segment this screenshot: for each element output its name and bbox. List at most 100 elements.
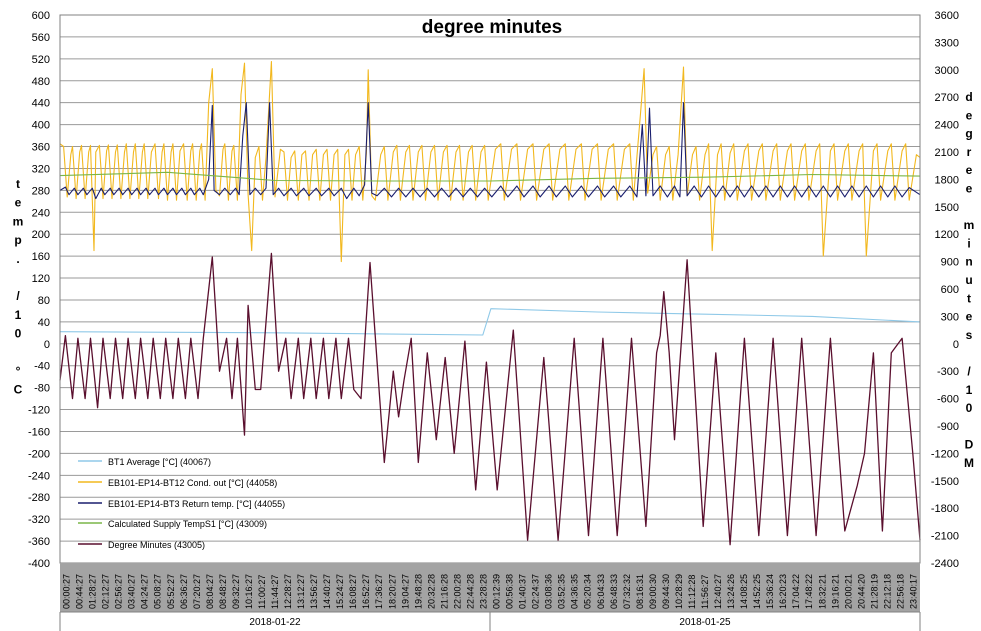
left-tick-label: -360 — [28, 536, 50, 548]
left-tick-label: -160 — [28, 426, 50, 438]
x-tick-label: 07:32:32 — [622, 574, 632, 609]
axis-label-char: t — [16, 177, 20, 191]
x-tick-label: 16:52:27 — [361, 574, 371, 609]
left-tick-label: 80 — [38, 295, 50, 307]
right-tick-label: 2700 — [935, 92, 959, 104]
right-tick-label: 2100 — [935, 147, 959, 159]
left-tick-label: 400 — [32, 120, 50, 132]
right-tick-label: 3300 — [935, 37, 959, 49]
x-tick-label: 02:56:27 — [114, 574, 124, 609]
left-tick-label: 240 — [32, 207, 50, 219]
x-tick-label: 08:16:31 — [635, 574, 645, 609]
right-tick-label: -2400 — [931, 558, 959, 570]
right-tick-label: -1200 — [931, 448, 959, 460]
axis-label-char: i — [967, 236, 970, 250]
axis-label-char: . — [16, 252, 19, 266]
x-tick-label: 19:48:28 — [413, 574, 423, 609]
legend-item: Calculated Supply TempS1 [°C] (43009) — [78, 519, 267, 529]
left-tick-label: 480 — [32, 76, 50, 88]
x-tick-label: 09:00:30 — [648, 574, 658, 609]
left-tick-label: -280 — [28, 492, 50, 504]
date-axis: 2018-01-22 2018-01-25 — [59, 611, 921, 631]
series-line-3 — [59, 102, 921, 200]
x-tick-label: 16:20:23 — [778, 574, 788, 609]
x-tick-label: 04:36:35 — [570, 574, 580, 609]
right-tick-label: -2100 — [931, 531, 959, 543]
legend-item: Degree Minutes (43005) — [78, 540, 205, 550]
x-tick-label: 22:44:28 — [465, 574, 475, 609]
x-tick-label: 00:56:38 — [505, 574, 515, 609]
x-tick-label: 20:32:28 — [426, 574, 436, 609]
left-tick-label: 520 — [32, 54, 50, 66]
series-line-5 — [59, 252, 921, 546]
left-tick-label: 600 — [32, 10, 50, 22]
right-tick-label: 0 — [953, 339, 959, 351]
right-tick-label: -300 — [937, 366, 959, 378]
axis-label-char: 1 — [15, 308, 22, 322]
legend-item: BT1 Average [°C] (40067) — [78, 457, 211, 467]
left-tick-label: 360 — [32, 142, 50, 154]
x-tick-label: 15:24:27 — [335, 574, 345, 609]
x-tick-label: 04:24:27 — [140, 574, 150, 609]
axis-label-char: / — [16, 289, 20, 303]
axis-label-char: s — [966, 328, 973, 342]
x-tick-label: 19:04:27 — [400, 574, 410, 609]
axis-label-char: u — [965, 273, 972, 287]
axis-label-char: 1 — [966, 383, 973, 397]
left-tick-label: -200 — [28, 448, 50, 460]
right-tick-label: 1200 — [935, 229, 959, 241]
x-tick-label: 21:28:19 — [869, 574, 879, 609]
x-tick-label: 06:36:27 — [179, 574, 189, 609]
left-tick-label: -40 — [34, 361, 50, 373]
x-axis-tick-labels: 00:00:27 00:44:27 01:28:27 02:12:27 02:56:27… — [62, 574, 919, 609]
axis-label-char: e — [966, 310, 973, 324]
gridlines — [60, 14, 920, 564]
x-tick-label: 17:36:27 — [374, 574, 384, 609]
series-line-1 — [59, 308, 921, 336]
x-tick-label: 08:48:27 — [218, 574, 228, 609]
x-tick-label: 12:40:27 — [713, 574, 723, 609]
left-tick-label: 160 — [32, 251, 50, 263]
left-tick-label: -120 — [28, 405, 50, 417]
x-tick-label: 14:52:25 — [752, 574, 762, 609]
legend-label: EB101-EP14-BT12 Cond. out [°C] (44058) — [108, 478, 277, 488]
x-tick-label: 11:00:27 — [257, 575, 267, 609]
x-tick-label: 06:48:33 — [609, 574, 619, 609]
x-tick-label: 05:52:27 — [166, 574, 176, 609]
axis-label-char: r — [967, 145, 972, 159]
x-tick-label: 11:56:27 — [700, 575, 710, 609]
left-tick-label: -80 — [34, 383, 50, 395]
x-tick-label: 07:20:27 — [192, 574, 202, 609]
legend-label: Calculated Supply TempS1 [°C] (43009) — [108, 519, 267, 529]
x-tick-label: 14:08:25 — [739, 574, 749, 609]
x-tick-label: 00:12:39 — [492, 574, 502, 609]
right-tick-label: -900 — [937, 421, 959, 433]
axis-label-char: 0 — [966, 401, 973, 415]
x-tick-label: 12:28:27 — [283, 574, 293, 609]
x-tick-label: 01:40:37 — [518, 574, 528, 609]
left-tick-label: -320 — [28, 514, 50, 526]
axis-label-char: M — [964, 456, 974, 470]
x-tick-label: 21:16:28 — [439, 574, 449, 609]
axis-label-char: m — [13, 214, 24, 228]
series-line-4 — [59, 171, 921, 182]
axis-label-char: n — [965, 255, 972, 269]
x-tick-label: 09:32:27 — [231, 574, 241, 609]
right-tick-label: 600 — [941, 284, 959, 296]
right-tick-label: 900 — [941, 257, 959, 269]
axis-label-char: t — [967, 291, 971, 305]
x-tick-label: 17:04:22 — [791, 574, 801, 609]
x-tick-label: 11:12:28 — [687, 575, 697, 609]
axis-label-char: d — [965, 90, 972, 104]
left-tick-label: 280 — [32, 185, 50, 197]
x-tick-label: 14:40:27 — [322, 574, 332, 609]
right-tick-label: 3600 — [935, 10, 959, 22]
axis-label-char: e — [966, 163, 973, 177]
chart-legend: BT1 Average [°C] (40067) EB101-EP14-BT12 … — [78, 457, 285, 550]
x-tick-label: 10:28:29 — [674, 574, 684, 609]
x-tick-label: 02:12:27 — [101, 574, 111, 609]
axis-label-char: m — [964, 218, 975, 232]
series-lines — [59, 61, 921, 546]
x-tick-label: 23:28:28 — [478, 574, 488, 609]
